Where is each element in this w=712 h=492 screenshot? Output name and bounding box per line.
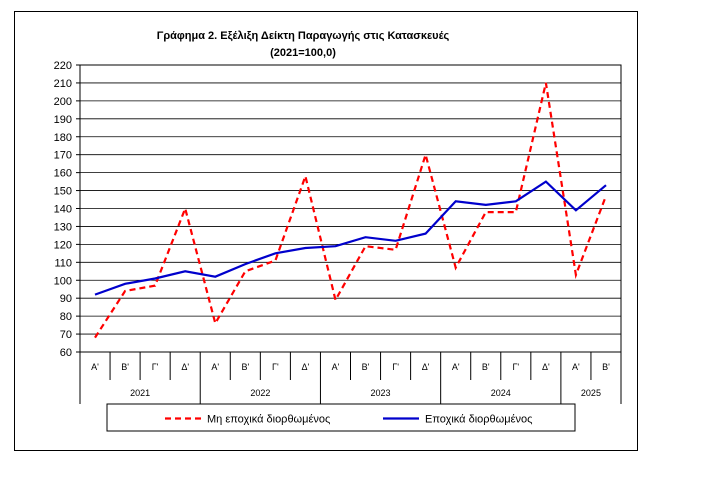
y-tick-label: 70 bbox=[60, 329, 72, 341]
chart-subtitle: (2021=100,0) bbox=[270, 47, 336, 59]
y-tick-label: 110 bbox=[54, 257, 72, 269]
x-tick-label: Δ' bbox=[181, 362, 189, 372]
series-line-unadjusted bbox=[94, 82, 608, 339]
y-tick-label: 160 bbox=[54, 168, 72, 180]
y-tick-label: 140 bbox=[54, 204, 72, 216]
x-tick-label: Α' bbox=[332, 362, 340, 372]
y-tick-label: 200 bbox=[54, 96, 72, 108]
year-label: 2022 bbox=[250, 388, 270, 398]
x-tick-label: Δ' bbox=[302, 362, 310, 372]
x-tick-label: Α' bbox=[452, 362, 460, 372]
y-tick-label: 60 bbox=[60, 347, 72, 359]
x-tick-label: Β' bbox=[241, 362, 249, 372]
legend-label: Εποχικά διορθωμένος bbox=[425, 414, 532, 426]
x-tick-label: Β' bbox=[121, 362, 129, 372]
y-tick-label: 120 bbox=[54, 239, 72, 251]
series-lines bbox=[94, 82, 608, 339]
x-tick-label: Δ' bbox=[422, 362, 430, 372]
y-tick-label: 80 bbox=[60, 311, 72, 323]
y-tick-label: 150 bbox=[54, 186, 72, 198]
x-tick-label: Β' bbox=[362, 362, 370, 372]
legend: Μη εποχικά διορθωμένος Εποχικά διορθωμένο… bbox=[106, 403, 576, 432]
y-tick-label: 190 bbox=[54, 114, 72, 126]
y-tick-label: 90 bbox=[60, 293, 72, 305]
x-tick-label: Α' bbox=[572, 362, 580, 372]
x-tick-label: Γ' bbox=[152, 362, 159, 372]
series-line-seasonally-adjusted bbox=[94, 180, 607, 296]
y-tick-label: 180 bbox=[54, 132, 72, 144]
y-tick-label: 100 bbox=[54, 275, 72, 287]
x-tick-label: Δ' bbox=[542, 362, 550, 372]
chart-title: Γράφημα 2. Εξέλιξη Δείκτη Παραγωγής στις… bbox=[157, 30, 450, 42]
year-label: 2021 bbox=[130, 388, 150, 398]
x-tick-label: Γ' bbox=[512, 362, 519, 372]
x-tick-label: Γ' bbox=[272, 362, 279, 372]
axes: 60 70 80 90 100 110 120 130 140 150 160 170 180 190 20… bbox=[54, 60, 622, 404]
legend-label: Μη εποχικά διορθωμένος bbox=[207, 414, 330, 426]
year-label: 2024 bbox=[491, 388, 511, 398]
x-tick-label: Α' bbox=[91, 362, 99, 372]
gridlines bbox=[80, 82, 621, 335]
x-tick-label: Γ' bbox=[392, 362, 399, 372]
x-tick-label: Β' bbox=[602, 362, 610, 372]
year-label: 2025 bbox=[581, 388, 601, 398]
chart-frame: Γράφημα 2. Εξέλιξη Δείκτη Παραγωγής στις… bbox=[14, 11, 638, 451]
year-label: 2023 bbox=[371, 388, 391, 398]
y-tick-label: 170 bbox=[54, 150, 72, 162]
x-tick-label: Α' bbox=[211, 362, 219, 372]
line-chart: Γράφημα 2. Εξέλιξη Δείκτη Παραγωγής στις… bbox=[54, 30, 622, 432]
y-tick-label: 220 bbox=[54, 60, 72, 72]
y-tick-label: 130 bbox=[54, 221, 72, 233]
y-tick-label: 210 bbox=[54, 78, 72, 90]
x-tick-label: Β' bbox=[482, 362, 490, 372]
